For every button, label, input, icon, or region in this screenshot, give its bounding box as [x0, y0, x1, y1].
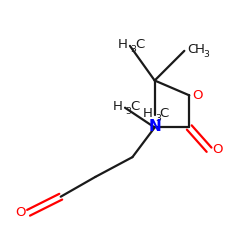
Text: 3: 3 [155, 114, 161, 123]
Text: 3: 3 [130, 45, 136, 54]
Text: C: C [135, 38, 144, 51]
Text: C: C [187, 43, 196, 56]
Text: O: O [192, 89, 203, 102]
Text: H: H [118, 38, 128, 51]
Text: 3: 3 [203, 50, 209, 59]
Text: C: C [160, 108, 169, 120]
Text: 3: 3 [126, 107, 131, 116]
Text: H: H [195, 43, 204, 56]
Text: H: H [142, 108, 152, 120]
Text: C: C [130, 100, 139, 113]
Text: O: O [212, 143, 222, 156]
Text: N: N [148, 119, 161, 134]
Text: H: H [113, 100, 122, 113]
Text: O: O [15, 206, 26, 219]
